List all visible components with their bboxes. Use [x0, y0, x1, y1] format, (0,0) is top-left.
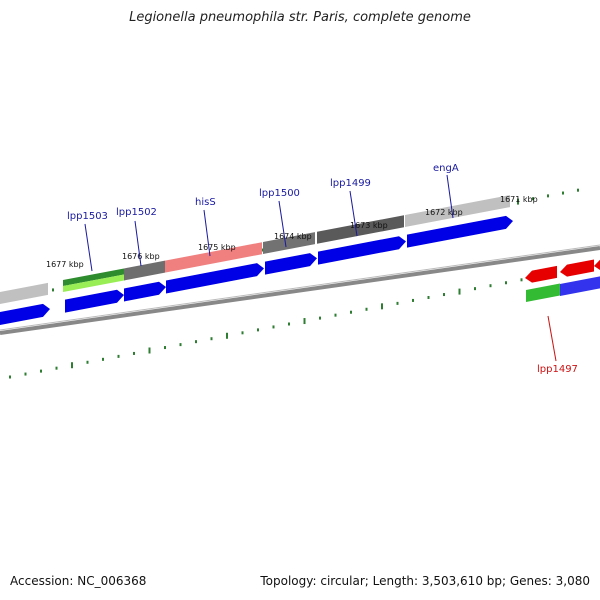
gene-arrow — [0, 303, 50, 325]
kbp-label-layer: 1671 kbp 1672 kbp 1673 kbp 1674 kbp 1675 kbp… — [46, 195, 538, 269]
gene-label: lpp1500 — [259, 188, 300, 199]
genome-backbone — [0, 244, 600, 335]
cog-category-track — [0, 195, 600, 304]
gene-label-leader — [278, 200, 287, 248]
cog-segment — [526, 283, 560, 302]
cog-segment — [317, 215, 404, 244]
gene-arrow — [318, 236, 406, 265]
accession-text: Accession: NC_006368 — [10, 574, 147, 588]
kbp-label: 1673 kbp — [350, 221, 388, 230]
kbp-label: 1674 kbp — [274, 232, 312, 241]
cog-segment — [405, 195, 510, 228]
kbp-label: 1672 kbp — [425, 208, 463, 217]
cog-segment — [124, 260, 165, 281]
cog-segment — [165, 242, 262, 273]
gene-arrow — [65, 289, 124, 313]
gene-label-leader — [547, 315, 557, 362]
kbp-label: 1677 kbp — [46, 260, 84, 269]
kbp-label: 1671 kbp — [500, 195, 538, 204]
gene-label-leader — [349, 190, 358, 237]
gene-arrow — [265, 253, 317, 275]
kbp-label: 1676 kbp — [122, 252, 160, 261]
gene-label-leader — [134, 220, 142, 267]
gene-label: hisS — [195, 197, 216, 208]
gene-arrow — [407, 215, 513, 248]
gene-arrow-reverse — [594, 259, 600, 271]
gene-label-leader — [446, 174, 454, 219]
gene-label: engA — [433, 163, 459, 174]
backbone-highlight — [0, 244, 600, 331]
genome-title: Legionella pneumophila str. Paris, compl… — [129, 10, 471, 25]
cog-segment — [560, 276, 600, 296]
gene-label: lpp1497 — [537, 364, 578, 375]
gene-label-layer: engA lpp1499 lpp1500 hisS lpp1502 lpp1503 lpp1… — [67, 163, 578, 375]
gene-label: lpp1499 — [330, 178, 371, 189]
cog-segment — [63, 268, 124, 287]
kbp-label: 1675 kbp — [198, 243, 236, 252]
gene-label: lpp1502 — [116, 207, 157, 218]
gene-label-leader — [84, 223, 93, 272]
cog-segment — [0, 282, 48, 304]
gene-arrow-track — [0, 215, 600, 325]
gene-label: lpp1503 — [67, 211, 108, 222]
genome-summary-text: Topology: circular; Length: 3,503,610 bp… — [260, 574, 590, 588]
gene-arrow — [166, 263, 264, 294]
gene-label-leader — [203, 209, 211, 257]
gene-arrow — [124, 281, 166, 302]
gene-arrow-reverse — [560, 259, 594, 277]
cog-segment — [63, 274, 124, 293]
gene-arrow-reverse — [525, 265, 557, 283]
cog-segment — [263, 232, 315, 255]
backbone-line — [0, 246, 600, 335]
